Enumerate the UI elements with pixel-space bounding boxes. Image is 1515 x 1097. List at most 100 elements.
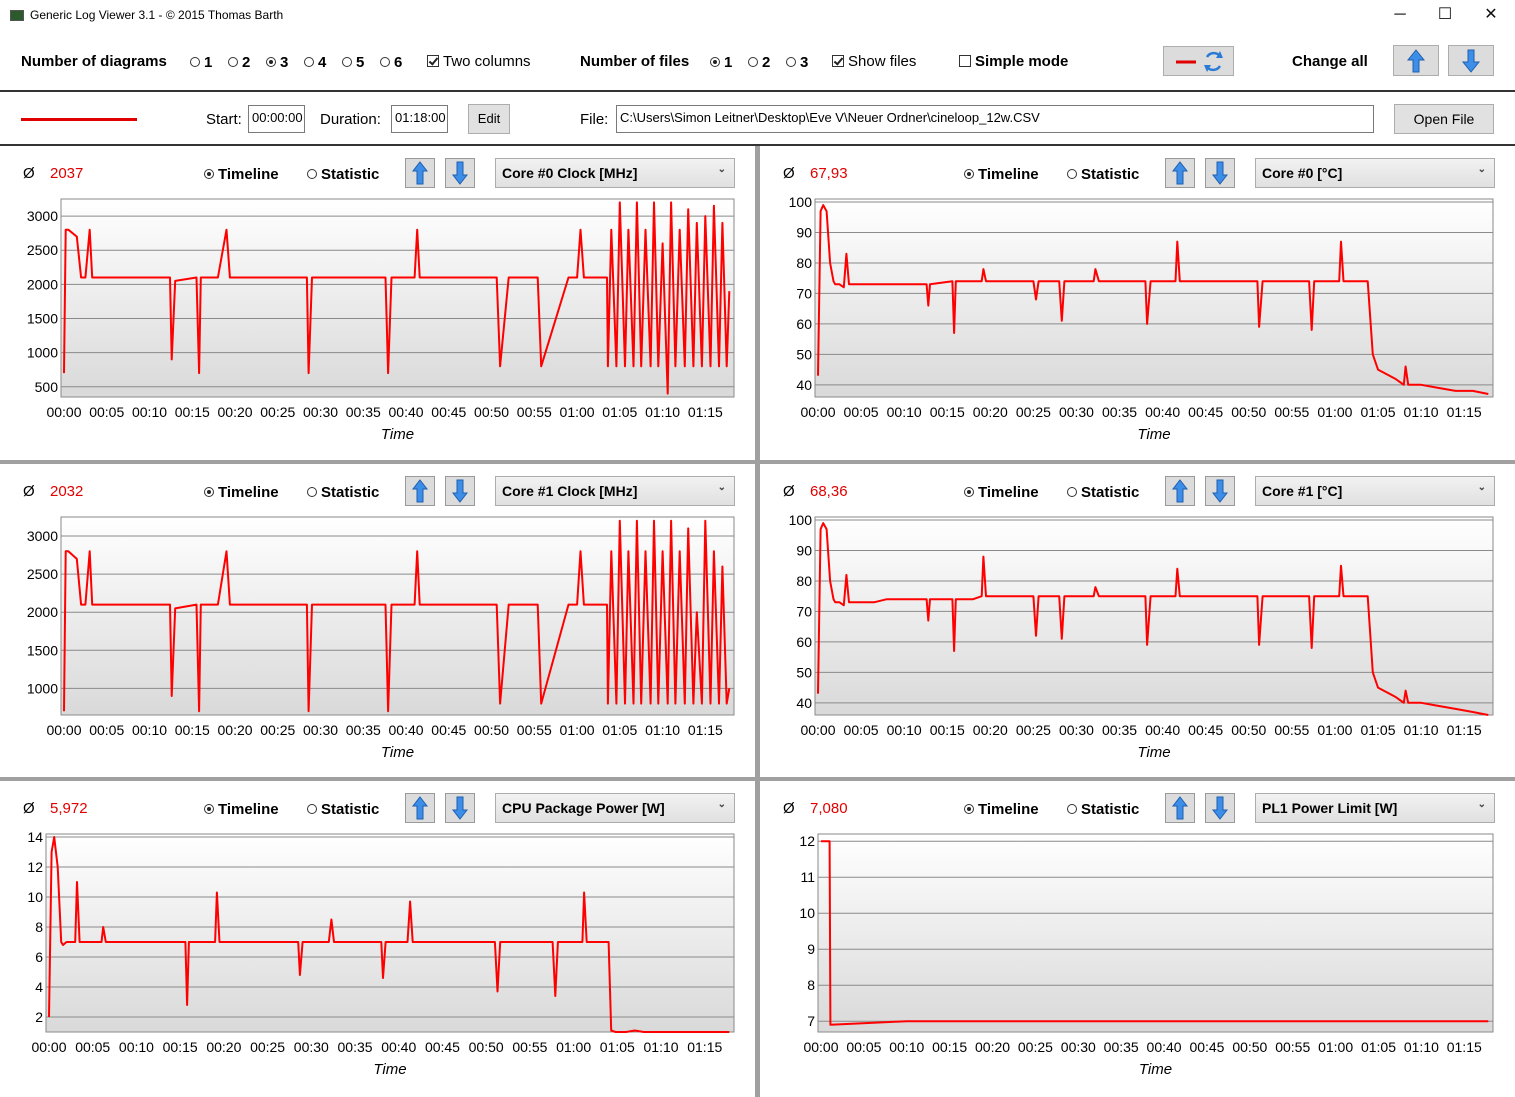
move-up-button[interactable] <box>405 476 435 506</box>
file-count-radio-1[interactable]: 1 <box>710 53 732 71</box>
chevron-down-icon: ⌄ <box>1477 164 1486 175</box>
maximize-button[interactable]: ☐ <box>1437 6 1453 23</box>
x-tick-label: 01:15 <box>687 1039 722 1055</box>
column-splitter[interactable] <box>755 146 760 1097</box>
y-tick-label: 1000 <box>27 345 58 361</box>
move-down-button[interactable] <box>1205 158 1235 188</box>
chevron-down-icon: ⌄ <box>717 164 726 175</box>
timeline-radio[interactable]: Timeline <box>204 483 279 501</box>
radio-icon <box>266 57 276 68</box>
sensor-select[interactable]: Core #1 [°C] ⌄ <box>1255 476 1495 506</box>
move-up-button[interactable] <box>1165 793 1195 823</box>
simple-mode-label: Simple mode <box>975 52 1069 70</box>
start-input[interactable]: 00:00:00 <box>248 105 305 133</box>
x-tick-label: 00:20 <box>206 1039 241 1055</box>
simple-mode-checkbox[interactable]: Simple mode <box>959 52 1068 70</box>
average-symbol: Ø <box>23 165 35 182</box>
chevron-down-icon: ⌄ <box>1477 799 1486 810</box>
move-down-button[interactable] <box>1205 476 1235 506</box>
statistic-radio[interactable]: Statistic <box>1067 800 1139 818</box>
x-tick-label: 00:55 <box>517 722 552 738</box>
file-count-radio-3[interactable]: 3 <box>786 53 808 71</box>
statistic-radio[interactable]: Statistic <box>307 800 379 818</box>
radio-icon <box>190 57 200 68</box>
timeline-radio[interactable]: Timeline <box>964 165 1039 183</box>
statistic-radio[interactable]: Statistic <box>307 483 379 501</box>
move-down-button[interactable] <box>1205 793 1235 823</box>
sensor-select[interactable]: Core #0 Clock [MHz] ⌄ <box>495 158 735 188</box>
sensor-select[interactable]: Core #0 [°C] ⌄ <box>1255 158 1495 188</box>
sensor-select-value: Core #0 Clock [MHz] <box>502 165 638 181</box>
average-symbol: Ø <box>23 483 35 500</box>
sensor-select[interactable]: CPU Package Power [W] ⌄ <box>495 793 735 823</box>
file-line-color-swatch[interactable] <box>21 118 137 121</box>
x-tick-label: 00:55 <box>1274 404 1309 420</box>
close-button[interactable]: ✕ <box>1484 6 1498 23</box>
statistic-radio[interactable]: Statistic <box>307 165 379 183</box>
move-up-button[interactable] <box>1165 476 1195 506</box>
radio-icon <box>380 57 390 68</box>
x-tick-label: 00:40 <box>1145 722 1180 738</box>
diagram-count-radio-3[interactable]: 3 <box>266 53 288 71</box>
change-all-up-button[interactable] <box>1393 45 1439 76</box>
swap-icon <box>1176 51 1223 72</box>
arrow-down-icon <box>1211 796 1229 820</box>
move-down-button[interactable] <box>445 476 475 506</box>
open-file-button[interactable]: Open File <box>1394 104 1494 134</box>
x-tick-label: 00:55 <box>517 404 552 420</box>
y-tick-label: 1000 <box>27 680 58 696</box>
diagram-count-radio-4[interactable]: 4 <box>304 53 326 71</box>
diagram-count-radio-1[interactable]: 1 <box>190 53 212 71</box>
row-splitter-2[interactable] <box>0 777 1515 781</box>
move-up-button[interactable] <box>405 158 435 188</box>
line-style-swap-button[interactable] <box>1163 46 1234 76</box>
statistic-radio[interactable]: Statistic <box>1067 165 1139 183</box>
timeline-radio[interactable]: Timeline <box>964 800 1039 818</box>
show-files-checkbox[interactable]: Show files <box>832 52 916 70</box>
minimize-button[interactable]: ─ <box>1394 6 1406 23</box>
average-value: 68,36 <box>810 483 848 500</box>
move-down-button[interactable] <box>445 793 475 823</box>
statistic-radio[interactable]: Statistic <box>1067 483 1139 501</box>
two-columns-checkbox[interactable]: Two columns <box>427 52 531 70</box>
line-chart: 100 90 80 70 60 50 40 00:00 00:05 00:10 00:15 00:20… <box>789 194 1494 443</box>
move-up-button[interactable] <box>405 793 435 823</box>
y-tick-label: 2500 <box>27 242 58 258</box>
sensor-select-value: Core #0 [°C] <box>1262 165 1343 181</box>
y-tick-label: 2500 <box>27 566 58 582</box>
diagram-count-radio-5[interactable]: 5 <box>342 53 364 71</box>
sensor-select[interactable]: PL1 Power Limit [W] ⌄ <box>1255 793 1495 823</box>
diagram-count-radio-label: 4 <box>318 53 327 71</box>
move-up-button[interactable] <box>1165 158 1195 188</box>
x-tick-label: 01:15 <box>688 722 723 738</box>
radio-icon <box>964 487 974 498</box>
radio-icon <box>1067 169 1077 180</box>
x-tick-label: 00:00 <box>800 722 835 738</box>
line-chart: 3000 2500 2000 1500 1000 500 00:00 00:05 00:10 00… <box>27 198 735 443</box>
change-all-down-button[interactable] <box>1448 45 1494 76</box>
row-splitter-1[interactable] <box>0 460 1515 464</box>
file-path-input[interactable]: C:\Users\Simon Leitner\Desktop\Eve V\Neu… <box>616 105 1374 133</box>
y-tick-label: 3000 <box>27 208 58 224</box>
x-tick-label: 00:20 <box>218 404 253 420</box>
diagram-count-radio-2[interactable]: 2 <box>228 53 250 71</box>
edit-button[interactable]: Edit <box>468 104 510 134</box>
timeline-radio[interactable]: Timeline <box>204 800 279 818</box>
x-tick-label: 00:35 <box>346 404 381 420</box>
diagram-count-radio-label: 5 <box>356 53 365 71</box>
plot-area <box>814 198 1494 398</box>
x-tick-label: 00:40 <box>389 722 424 738</box>
x-tick-label: 01:05 <box>602 722 637 738</box>
duration-input[interactable]: 01:18:00 <box>391 105 448 133</box>
sensor-select[interactable]: Core #1 Clock [MHz] ⌄ <box>495 476 735 506</box>
x-tick-label: 00:00 <box>31 1039 66 1055</box>
diagram-count-radio-6[interactable]: 6 <box>380 53 402 71</box>
file-count-radio-2[interactable]: 2 <box>748 53 770 71</box>
y-tick-label: 3000 <box>27 528 58 544</box>
timeline-radio[interactable]: Timeline <box>964 483 1039 501</box>
radio-icon <box>307 169 317 180</box>
timeline-radio[interactable]: Timeline <box>204 165 279 183</box>
y-tick-label: 80 <box>796 573 812 589</box>
move-down-button[interactable] <box>445 158 475 188</box>
plot-area <box>45 833 735 1033</box>
